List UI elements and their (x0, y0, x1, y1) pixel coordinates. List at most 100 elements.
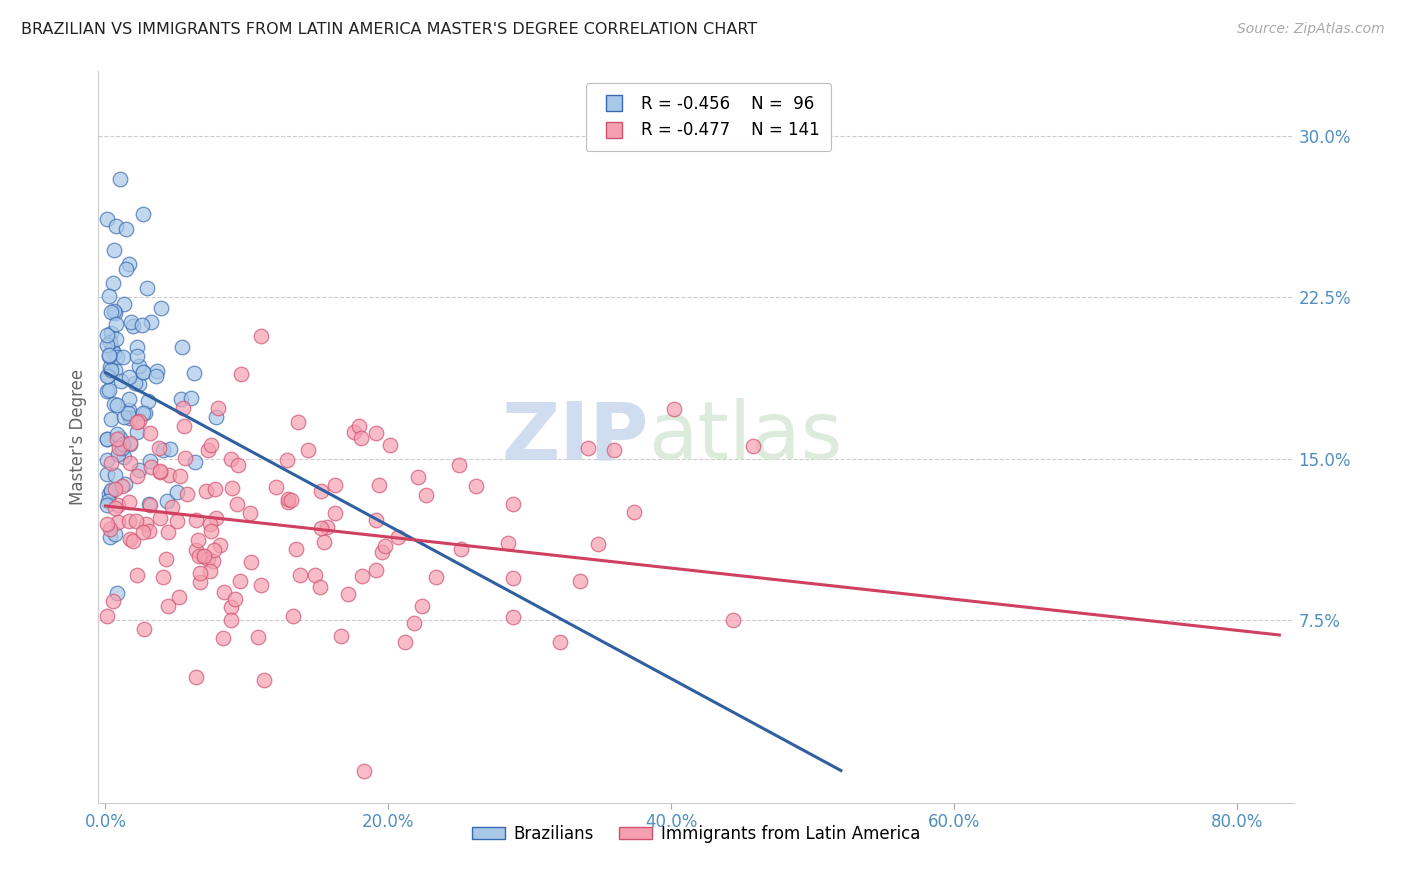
Point (411, 599, 433, 613)
Point (107, 448, 129, 462)
Point (118, 410, 141, 425)
Point (219, 451, 242, 466)
Point (100, 304, 122, 318)
Point (364, 425, 387, 440)
Point (100, 342, 122, 356)
Point (202, 543, 225, 558)
Point (105, 427, 128, 442)
Point (219, 599, 242, 614)
Text: atlas: atlas (648, 398, 842, 476)
Point (135, 281, 157, 295)
Point (250, 329, 273, 343)
Point (186, 670, 208, 684)
Point (122, 319, 145, 334)
Point (548, 635, 571, 649)
Point (118, 402, 141, 417)
Point (368, 478, 391, 492)
Point (125, 515, 148, 529)
Point (212, 585, 235, 599)
Point (100, 411, 122, 425)
Point (280, 492, 302, 507)
Point (96, 384, 118, 399)
Point (139, 315, 162, 329)
Point (120, 315, 142, 329)
Point (193, 549, 215, 563)
Point (138, 524, 160, 538)
Point (110, 172, 132, 186)
Point (100, 456, 122, 470)
Point (132, 365, 155, 379)
Point (132, 365, 155, 379)
Point (127, 349, 149, 363)
Point (132, 524, 155, 539)
Point (98, 335, 121, 350)
Point (96, 338, 118, 352)
Point (149, 510, 172, 524)
Point (309, 580, 332, 594)
Point (166, 485, 188, 500)
Point (188, 566, 211, 580)
Point (111, 442, 134, 456)
Point (465, 479, 488, 493)
Point (425, 570, 447, 584)
Point (200, 564, 222, 578)
Point (128, 376, 150, 391)
Text: Source: ZipAtlas.com: Source: ZipAtlas.com (1237, 22, 1385, 37)
Point (108, 441, 131, 455)
Point (145, 364, 167, 378)
Point (100, 363, 122, 377)
Point (96, 609, 118, 624)
Point (96, 517, 118, 532)
Point (226, 458, 249, 473)
Point (187, 533, 209, 548)
Point (415, 488, 437, 502)
Point (149, 464, 172, 478)
Point (229, 367, 252, 381)
Point (276, 453, 298, 467)
Point (290, 567, 312, 582)
Point (502, 610, 524, 624)
Point (205, 410, 228, 425)
Point (118, 514, 141, 528)
Point (111, 436, 134, 450)
Point (152, 442, 174, 457)
Point (664, 402, 686, 417)
Point (96, 432, 118, 446)
Point (118, 257, 141, 271)
Point (394, 634, 416, 648)
Point (287, 415, 309, 429)
Point (96, 498, 118, 512)
Point (107, 586, 129, 600)
Point (406, 469, 429, 483)
Point (97, 288, 120, 302)
Point (364, 563, 387, 577)
Point (100, 484, 122, 499)
Point (105, 398, 128, 412)
Point (128, 414, 150, 428)
Point (200, 438, 222, 452)
Point (150, 301, 173, 315)
Point (105, 432, 128, 446)
Point (312, 535, 335, 549)
Point (201, 554, 224, 568)
Point (111, 479, 134, 493)
Point (139, 425, 162, 440)
Point (98, 349, 121, 363)
Point (96, 369, 118, 384)
Point (100, 483, 122, 497)
Point (104, 527, 127, 541)
Point (347, 418, 370, 433)
Point (96, 453, 118, 467)
Point (97, 383, 120, 397)
Point (139, 454, 162, 468)
Point (136, 394, 159, 409)
Point (404, 616, 426, 631)
Point (304, 568, 326, 582)
Point (105, 351, 128, 365)
Point (157, 599, 180, 614)
Point (132, 406, 155, 420)
Point (315, 519, 337, 533)
Point (96, 327, 118, 342)
Point (117, 406, 139, 420)
Point (134, 622, 156, 636)
